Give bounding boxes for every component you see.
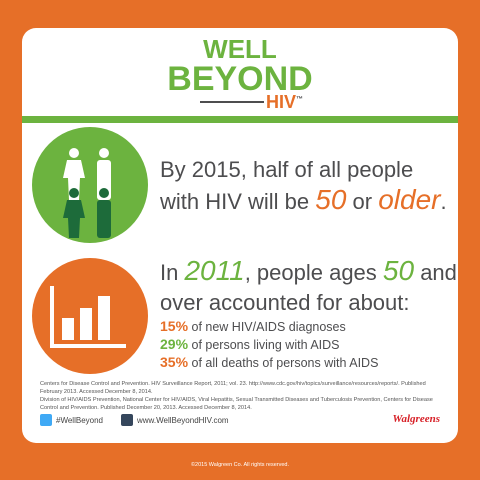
logo-hiv: HIV™ [266, 92, 303, 113]
logo-tm: ™ [296, 96, 304, 103]
fact-two-part: 2011 [184, 255, 245, 286]
fact-two: In 2011, people ages 50 and over account… [160, 256, 460, 318]
stat-text: of all deaths of persons with AIDS [188, 356, 379, 370]
source: Division of HIV/AIDS Prevention, Nationa… [40, 397, 433, 411]
stat-text: of persons living with AIDS [188, 338, 340, 352]
logo-beyond: BEYOND [167, 60, 313, 98]
fact-one-part: or [346, 189, 379, 214]
twitter[interactable]: #WellBeyond [56, 415, 103, 425]
source: Centers for Disease Control and Preventi… [40, 381, 426, 395]
fact-one-part: By 2015, half of all people with HIV wil… [160, 157, 414, 214]
stat-value: 15% [160, 318, 189, 334]
chart-icon [32, 258, 148, 374]
fact-two-part: , people ages [244, 260, 383, 285]
people-icon [32, 127, 148, 243]
fact-two-part: 50 [382, 255, 415, 286]
fact-one-part: 50 [315, 184, 347, 215]
social: #WellBeyond www.WellBeyondHIV.com [40, 414, 229, 426]
stats: 15% of new HIV/AIDS diagnoses 29% of pers… [160, 318, 460, 372]
fact-one-part: older [378, 184, 441, 215]
divider [22, 116, 458, 123]
brand: Walgreens [392, 413, 440, 425]
fact-one-part: . [440, 189, 447, 214]
stat-text: of new HIV/AIDS diagnoses [188, 320, 346, 334]
twitter-icon [40, 414, 52, 426]
stat-row: 15% of new HIV/AIDS diagnoses [160, 318, 460, 336]
stat-value: 29% [160, 336, 189, 352]
website[interactable]: www.WellBeyondHIV.com [137, 415, 229, 425]
copyright: ©2015 Walgreen Co. All rights reserved. [190, 462, 289, 468]
logo: WELL BEYOND [0, 36, 480, 96]
logo-rule [200, 101, 264, 103]
fact-one: By 2015, half of all people with HIV wil… [160, 155, 450, 217]
stat-row: 29% of persons living with AIDS [160, 336, 460, 354]
sources: Centers for Disease Control and Preventi… [40, 380, 440, 412]
fact-two-part: In [160, 260, 185, 285]
logo-well: WELL [203, 34, 277, 64]
stat-row: 35% of all deaths of persons with AIDS [160, 354, 460, 372]
logo-hiv-text: HIV [266, 92, 297, 112]
fact-two-part: and over accounted for about: [160, 260, 457, 315]
tumblr-icon [121, 414, 133, 426]
stat-value: 35% [160, 354, 189, 370]
